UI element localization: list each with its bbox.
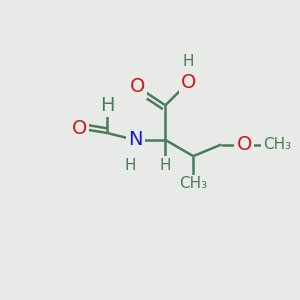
Text: CH₃: CH₃: [263, 137, 291, 152]
Text: H: H: [125, 158, 136, 173]
Text: H: H: [183, 54, 194, 69]
Text: O: O: [72, 119, 87, 138]
Text: O: O: [130, 77, 145, 96]
Text: O: O: [237, 135, 252, 154]
Text: CH₃: CH₃: [179, 176, 207, 191]
Text: O: O: [181, 73, 196, 92]
Text: H: H: [160, 158, 171, 173]
Text: H: H: [100, 96, 115, 115]
Text: N: N: [128, 130, 142, 149]
